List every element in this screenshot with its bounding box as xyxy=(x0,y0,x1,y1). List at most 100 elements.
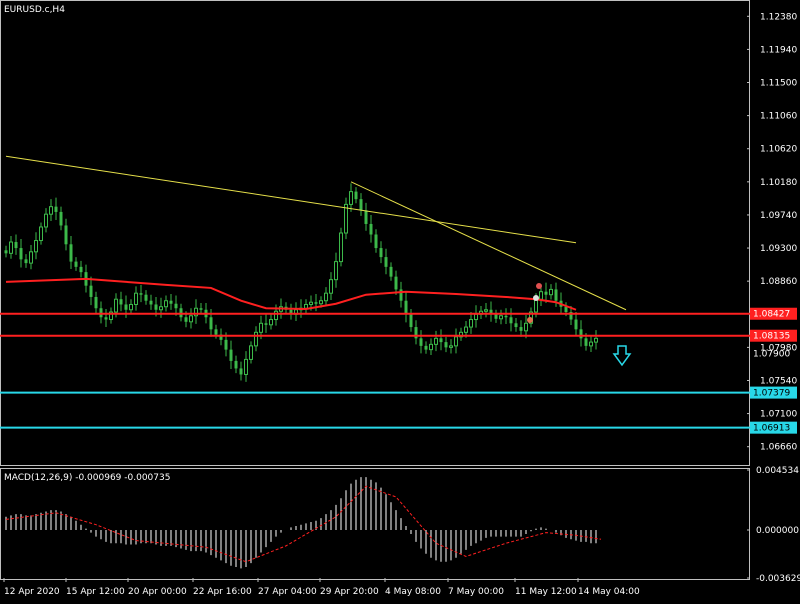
candle-body-bear xyxy=(389,266,393,277)
candle-body-bear xyxy=(144,294,148,301)
candle-body-bear xyxy=(64,225,68,245)
x-tick-label: 7 May 00:00 xyxy=(448,587,504,597)
candle-body-bull xyxy=(114,298,118,313)
candle-body-bear xyxy=(394,276,398,290)
candle-body-bull xyxy=(49,206,53,215)
candle-body-bull xyxy=(474,313,478,321)
candle-body-bull xyxy=(259,322,263,333)
candle-body-bull xyxy=(44,213,48,228)
candle-body-bull xyxy=(499,315,503,320)
candle-body-bear xyxy=(509,317,513,324)
candle-body-bear xyxy=(489,309,493,315)
candle-body-bull xyxy=(9,241,13,254)
candle-body-bear xyxy=(89,285,93,297)
candle-body-bull xyxy=(324,292,328,302)
candle-body-bull xyxy=(454,336,458,347)
candle-body-bear xyxy=(199,308,203,310)
candle-body-bull xyxy=(334,261,338,281)
y-tick-label: 1.11060 xyxy=(760,112,797,122)
candle-body-bear xyxy=(94,296,98,309)
candle-body-bull xyxy=(549,288,553,296)
candle-body-bear xyxy=(354,191,358,200)
candle-body-bear xyxy=(19,248,23,260)
candle-body-bull xyxy=(464,326,468,333)
candle-body-bear xyxy=(119,299,123,305)
x-tick-label: 15 Apr 12:00 xyxy=(66,587,125,597)
candle-body-bull xyxy=(249,345,253,360)
candle-body-bear xyxy=(409,314,413,328)
price-series xyxy=(0,155,750,429)
candle-body-bull xyxy=(39,226,43,242)
trade-marker xyxy=(527,317,533,323)
candle-body-bear xyxy=(404,300,408,315)
candle-body-bear xyxy=(424,345,428,350)
candle-body-bear xyxy=(154,304,158,310)
candle-body-bear xyxy=(79,266,83,273)
candle-body-bear xyxy=(169,300,173,304)
down-arrow xyxy=(612,345,632,367)
macd-y-tick-label: -0.003629 xyxy=(756,574,800,584)
candle-body-bull xyxy=(329,279,333,294)
candle-body-bear xyxy=(289,309,293,315)
candle-body-bear xyxy=(229,349,233,361)
y-tick-label: 1.10620 xyxy=(760,145,797,155)
trade-marker xyxy=(536,283,542,289)
candle-body-bull xyxy=(269,319,273,326)
candle-body-bear xyxy=(264,323,268,325)
trendline xyxy=(350,181,627,311)
candle-body-bear xyxy=(219,334,223,340)
macd-series xyxy=(5,477,602,569)
candle-body-bull xyxy=(484,309,488,312)
candle-body-bear xyxy=(504,315,508,318)
candle-body-bear xyxy=(519,327,523,331)
support-level-label: 1.06913 xyxy=(753,424,790,434)
candle-body-bear xyxy=(14,242,18,249)
macd-panel-frame xyxy=(0,468,750,580)
candle-body-bull xyxy=(244,358,248,375)
candle-body-bull xyxy=(109,311,113,321)
axes: 1.08427 1.08135 1.07379 1.06913 1.07900 1.123… xyxy=(3,12,800,597)
x-tick-label: 22 Apr 16:00 xyxy=(193,587,252,597)
y-tick-label: 1.10180 xyxy=(760,178,797,188)
candle-body-bear xyxy=(4,250,8,254)
candle-body-bear xyxy=(54,206,58,212)
y-tick-label: 1.06660 xyxy=(760,443,797,453)
candle-body-bear xyxy=(584,338,588,346)
candle-body-bear xyxy=(544,291,548,295)
x-tick-label: 4 May 08:00 xyxy=(385,587,441,597)
candle-body-bull xyxy=(524,322,528,332)
resistance-level-tag xyxy=(750,307,797,320)
candle-body-bear xyxy=(419,338,423,346)
candle-body-bull xyxy=(344,203,348,234)
resistance-level-tag xyxy=(750,329,797,342)
candle-body-bull xyxy=(134,292,138,305)
y-tick-label: 1.08860 xyxy=(760,277,797,287)
candle-body-bear xyxy=(494,314,498,319)
candle-body-bear xyxy=(184,317,188,322)
candle-body-bull xyxy=(594,337,598,343)
candle-body-bear xyxy=(414,327,418,339)
candle-body-bull xyxy=(29,251,33,264)
candle-body-bull xyxy=(589,341,593,347)
y-tick-label: 1.07540 xyxy=(760,376,797,386)
candle-body-bear xyxy=(514,323,518,328)
x-tick-label: 14 May 04:00 xyxy=(578,587,640,597)
y-tick-label: 1.12380 xyxy=(760,12,797,22)
candle-body-bear xyxy=(554,289,558,301)
x-tick-label: 20 Apr 00:00 xyxy=(128,587,187,597)
candle-body-bear xyxy=(379,248,383,258)
candle-body-bear xyxy=(364,210,368,224)
candle-body-bear xyxy=(24,259,28,264)
candle-body-bear xyxy=(149,300,153,305)
candle-body-bull xyxy=(429,343,433,351)
candle-body-bull xyxy=(159,306,163,311)
resistance-level-label: 1.08135 xyxy=(753,332,790,342)
candle-body-bull xyxy=(304,303,308,309)
candle-body-bear xyxy=(174,303,178,309)
candle-body-bull xyxy=(194,307,198,317)
candle-body-bull xyxy=(34,240,38,253)
x-tick-label: 11 May 12:00 xyxy=(515,587,577,597)
candle-body-bear xyxy=(579,329,583,339)
